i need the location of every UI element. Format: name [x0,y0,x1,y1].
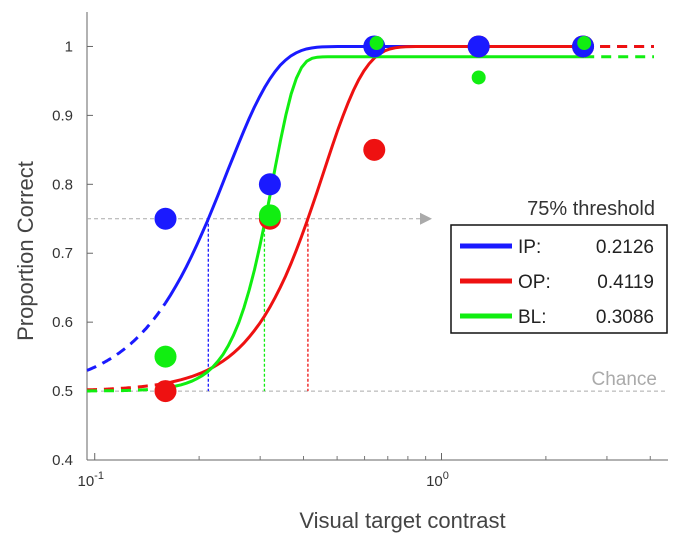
legend-series-name: IP: [518,237,541,258]
legend-series-value: 0.2126 [596,237,654,258]
threshold-guides: Chance [87,212,668,392]
y-tick-label: 0.9 [52,107,73,124]
data-point [258,173,281,196]
data-point [258,204,281,227]
data-point [577,36,592,51]
x-tick-label: 10-1 [77,470,103,490]
fit-curve-extrapolated [86,302,167,372]
legend: 75% threshold IP: 0.2126 OP: 0.4119 BL: 0.3086 [450,198,668,334]
data-point [467,35,490,58]
x-tick-base: 10 [426,473,443,490]
legend-series-value: 0.3086 [596,307,654,328]
legend-title: 75% threshold [527,198,655,220]
legend-series-value: 0.4119 [597,272,654,293]
y-tick-label: 0.8 [52,176,73,193]
data-point [369,36,384,51]
x-tick-label: 100 [426,470,449,490]
data-points [154,35,595,403]
fit-curve-extrapolated [86,381,166,392]
fit-curve [165,55,585,390]
x-axis-label: Visual target contrast [299,508,505,533]
data-point [154,207,177,230]
legend-series-name: OP: [518,272,551,293]
data-point [154,345,177,368]
y-tick-label: 0.7 [52,245,73,262]
y-tick-label: 0.4 [52,452,73,469]
data-point [154,380,177,403]
legend-series-name: BL: [518,307,547,328]
y-tick-label: 0.5 [52,383,73,400]
y-tick-label: 1 [65,38,73,55]
threshold-arrow [420,212,432,225]
y-axis-label: Proportion Correct [13,161,38,341]
fit-curve-extrapolated [87,386,166,393]
data-point [363,138,386,161]
data-point [471,70,486,85]
chance-label: Chance [592,369,658,390]
x-tick-exponent: -1 [94,470,104,482]
x-tick-exponent: 0 [443,470,449,482]
x-tick-base: 10 [77,473,94,490]
y-tick-label: 0.6 [52,314,73,331]
